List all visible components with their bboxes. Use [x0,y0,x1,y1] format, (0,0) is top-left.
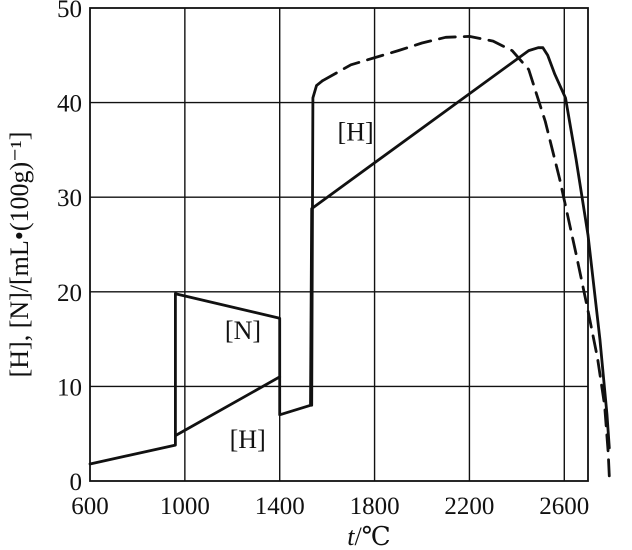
y-tick-label: 20 [57,280,82,307]
series-line-h_dashed [321,35,611,478]
annotation-label: [H] [230,425,266,454]
x-tick-label: 1800 [350,493,400,520]
x-tick-label: 2600 [539,493,589,520]
y-tick-label: 30 [57,185,82,212]
annotation-label: [N] [225,316,261,345]
x-tick-label: 1400 [255,493,305,520]
x-tick-label: 600 [71,493,109,520]
series-line-h_solid [88,46,611,466]
series-layer [88,35,611,478]
annotation-label: [H] [338,117,374,146]
series-line-n_solid [174,292,282,437]
y-axis-title: [H], [N]/[mL•(100g)⁻¹] [5,132,34,378]
gridlines [90,8,588,481]
y-tick-label: 40 [57,91,82,118]
x-axis-unit: /℃ [354,522,390,550]
x-tick-label: 1000 [160,493,210,520]
x-tick-label: 2200 [444,493,494,520]
y-tick-label: 0 [70,469,83,496]
tick-labels: 600 1000 1400 1800 2200 2600 0 10 20 30 40 50 [57,0,589,520]
y-tick-label: 50 [57,0,82,23]
x-axis-variable: t [347,522,355,550]
y-tick-label: 10 [57,374,82,401]
plot-frame [89,7,589,482]
annotations: [H] [N] [H] [225,117,374,453]
series-line-h_jump [310,79,324,407]
x-axis-title: t/℃ [347,522,391,550]
